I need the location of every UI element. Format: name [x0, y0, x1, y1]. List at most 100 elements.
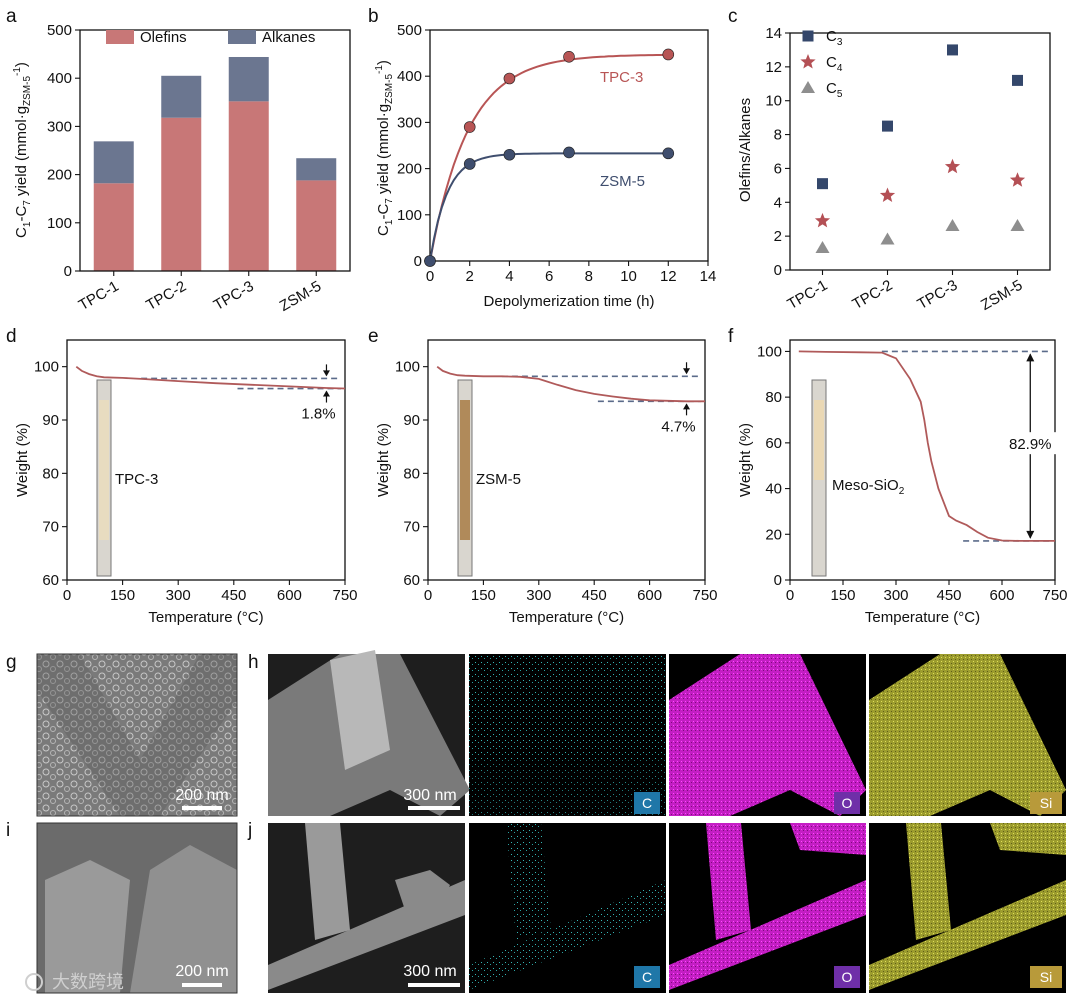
bar-alkanes-tpc-2: [161, 75, 202, 118]
point-c4-zsm-5: [1009, 172, 1026, 187]
x-tick-label: 0: [63, 587, 71, 604]
sample-vial-photo: [96, 379, 112, 577]
chart-frame: [789, 339, 1056, 581]
x-tick-label: 600: [637, 587, 662, 604]
y-tick-label: 20: [765, 526, 782, 543]
chart-c-frame: [789, 32, 1051, 271]
x-tick-label: 10: [620, 268, 637, 285]
chart-frame: [66, 339, 346, 581]
arrow-head-down-icon: [1026, 530, 1035, 539]
eds-map-j-c: [469, 823, 666, 993]
point-c5-tpc-2: [880, 232, 895, 245]
y-axis-label: Weight (%): [14, 423, 31, 497]
tga-curve: [75, 365, 346, 390]
x-tick-label: 0: [424, 587, 432, 604]
x-tick-label: ZSM-5: [277, 278, 324, 315]
y-tick-label: 200: [47, 167, 72, 184]
y-axis-label: Weight (%): [737, 423, 754, 497]
point-tpc-3: [662, 48, 675, 61]
y-tick-label: 400: [47, 70, 72, 87]
chart-c-ylabel: Olefins/Alkanes: [737, 98, 754, 202]
sample-label: Meso-SiO2: [832, 477, 905, 497]
x-tick-label: 450: [221, 587, 246, 604]
y-tick-label: 60: [765, 435, 782, 452]
chart-b: 0 100 200 300 400 500 0 2 4 6 8 10 12 14 Depolymeriz…: [374, 22, 716, 310]
chart-b-xlabel: Depolymerization time (h): [484, 293, 655, 310]
x-tick-label: TPC-3: [211, 278, 257, 314]
panel-label-d: d: [6, 326, 17, 347]
x-tick-label: 300: [526, 587, 551, 604]
x-tick-label: 4: [505, 268, 513, 285]
legend-label-c5: C5: [826, 80, 843, 100]
x-tick-label: 750: [692, 587, 717, 604]
point-c3-tpc-2: [882, 120, 893, 132]
map-label-j-c: C: [642, 969, 652, 985]
map-label-h-c: C: [642, 795, 652, 811]
map-badge-j-si: [1030, 966, 1062, 988]
y-tick-label: 70: [42, 519, 59, 536]
x-axis-label: Temperature (°C): [865, 609, 980, 626]
watermark-logo-icon: [25, 973, 43, 991]
legend-marker-c3: [802, 30, 814, 42]
y-tick-label: 10: [765, 93, 782, 110]
bar-olefins-tpc-2: [161, 117, 202, 271]
y-tick-label: 2: [774, 228, 782, 245]
point-c5-tpc-3: [945, 218, 960, 231]
arrow-up-icon: [683, 403, 691, 410]
loss-label: 1.8%: [301, 406, 335, 423]
eds-map-h-si: [869, 654, 1066, 816]
x-axis-label: Temperature (°C): [509, 609, 624, 626]
chart-c: 0 2 4 6 8 10 12 14 TPC-1 TPC-2 TPC-3 ZSM-5 Olefins…: [737, 25, 1051, 314]
point-tpc-3: [503, 72, 516, 85]
y-tick-label: 14: [765, 25, 782, 42]
tga-curve: [798, 350, 1055, 542]
bar-olefins-zsm-5: [296, 180, 337, 271]
chart-e: 0 150 300 450 600 750 60 70 80 90 100 Temperature (…: [375, 339, 718, 626]
panel-label-e: e: [368, 326, 379, 347]
y-tick-label: 80: [765, 389, 782, 406]
scale-label-i: 200 nm: [175, 963, 228, 980]
annotation-tpc3: TPC-3: [600, 69, 643, 86]
scale-label-j: 300 nm: [403, 963, 456, 980]
bar-alkanes-tpc-3: [228, 56, 269, 102]
sem-image-g: [36, 653, 238, 817]
arrow-down-icon: [683, 368, 691, 375]
y-tick-label: 200: [397, 161, 422, 178]
panel-label-f: f: [728, 326, 734, 347]
chart-b-frame: [429, 29, 709, 262]
panel-label-c: c: [728, 6, 738, 27]
loss-label: 4.7%: [661, 418, 695, 435]
panel-label-i: i: [6, 820, 10, 841]
loss-label: 82.9%: [1009, 436, 1052, 453]
legend-label-olefins: Olefins: [140, 29, 187, 46]
point-c3-zsm-5: [1012, 74, 1023, 86]
y-tick-label: 40: [765, 481, 782, 498]
point-c3-tpc-1: [817, 178, 828, 190]
y-tick-label: 60: [403, 572, 420, 589]
point-c3-tpc-3: [947, 44, 958, 56]
y-tick-label: 0: [774, 262, 782, 279]
y-tick-label: 60: [42, 572, 59, 589]
x-tick-label: 2: [466, 268, 474, 285]
x-tick-label: 150: [471, 587, 496, 604]
y-tick-label: 6: [774, 160, 782, 177]
point-c4-tpc-1: [814, 212, 831, 228]
y-tick-label: 70: [403, 519, 420, 536]
y-axis-label: Weight (%): [375, 423, 392, 497]
y-tick-label: 80: [42, 465, 59, 482]
chart-a: 0 100 200 300 400 500 TPC-1 TPC-2 TPC-3 ZSM-5 C1…: [12, 22, 351, 315]
x-tick-label: 300: [883, 587, 908, 604]
point-c5-tpc-1: [815, 240, 830, 253]
legend-label-c4: C4: [826, 54, 843, 74]
legend-label-c3: C3: [826, 28, 843, 48]
vial-sample: [814, 400, 824, 480]
chart-d: 0 150 300 450 600 750 60 70 80 90 100 Temperature (…: [14, 339, 358, 626]
y-tick-label: 300: [397, 114, 422, 131]
eds-map-j-o: [669, 823, 866, 993]
stem-image-h: [268, 650, 470, 816]
arrow-head-up-icon: [1026, 353, 1035, 362]
eds-map-j-si: [869, 823, 1066, 993]
arrow-up-icon: [322, 390, 330, 397]
point-zsm-5: [563, 146, 575, 159]
sample-vial-photo: [811, 379, 827, 577]
